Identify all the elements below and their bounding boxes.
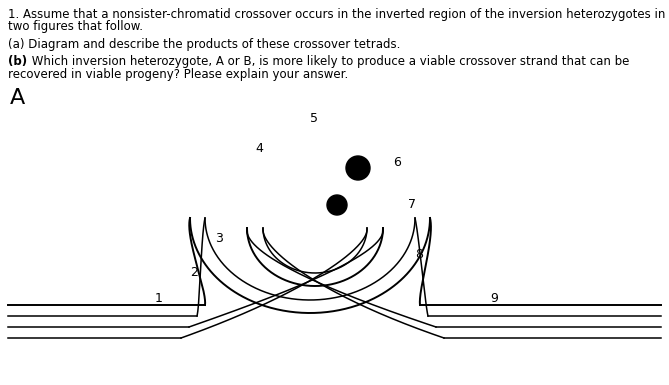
Circle shape: [327, 195, 347, 215]
Text: 1: 1: [155, 291, 163, 305]
Text: 1. Assume that a nonsister-chromatid crossover occurs in the inverted region of : 1. Assume that a nonsister-chromatid cro…: [8, 8, 669, 21]
Text: 7: 7: [408, 199, 416, 211]
Text: 2: 2: [190, 266, 198, 280]
Circle shape: [346, 156, 370, 180]
Text: 3: 3: [215, 231, 223, 244]
Text: 4: 4: [255, 142, 263, 154]
Text: 8: 8: [415, 248, 423, 261]
Text: 6: 6: [393, 156, 401, 169]
Text: 5: 5: [310, 112, 318, 124]
Text: 9: 9: [490, 291, 498, 305]
Text: Which inversion heterozygote, A or B, is more likely to produce a viable crossov: Which inversion heterozygote, A or B, is…: [28, 55, 630, 68]
Text: (b): (b): [8, 55, 27, 68]
Text: (a) Diagram and describe the products of these crossover tetrads.: (a) Diagram and describe the products of…: [8, 38, 400, 51]
Text: recovered in viable progeny? Please explain your answer.: recovered in viable progeny? Please expl…: [8, 68, 349, 81]
Text: A: A: [10, 88, 25, 108]
Text: two figures that follow.: two figures that follow.: [8, 20, 143, 33]
